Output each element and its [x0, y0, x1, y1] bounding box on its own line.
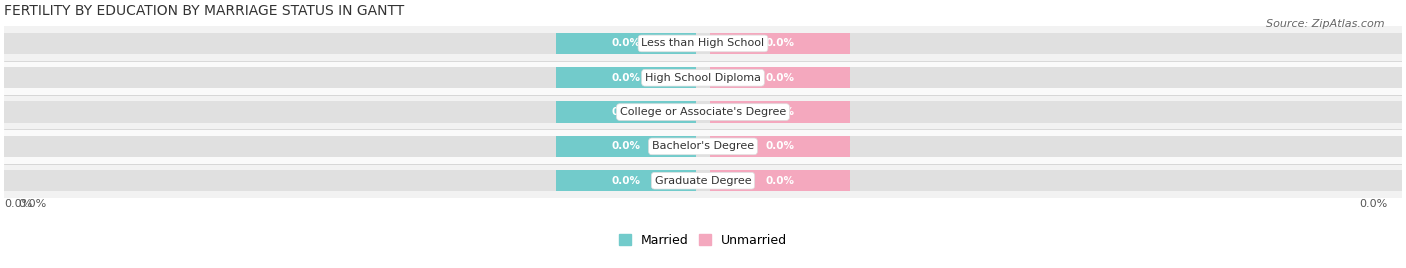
Text: 0.0%: 0.0%	[612, 142, 641, 151]
Text: 0.0%: 0.0%	[765, 73, 794, 83]
Bar	[4, 67, 1402, 88]
Bar	[4, 61, 1402, 95]
Bar	[4, 163, 1402, 198]
Text: 0.0%: 0.0%	[765, 38, 794, 49]
Text: High School Diploma: High School Diploma	[645, 73, 761, 83]
Bar	[557, 170, 696, 191]
Text: 0.0%: 0.0%	[612, 107, 641, 117]
Text: College or Associate's Degree: College or Associate's Degree	[620, 107, 786, 117]
Legend: Married, Unmarried: Married, Unmarried	[613, 229, 793, 252]
Bar	[557, 101, 696, 123]
Text: Less than High School: Less than High School	[641, 38, 765, 49]
Bar	[710, 101, 849, 123]
Text: 0.0%: 0.0%	[4, 199, 32, 209]
Bar	[557, 67, 696, 88]
Bar	[4, 170, 1402, 191]
Text: 0.0%: 0.0%	[18, 199, 46, 209]
Text: 0.0%: 0.0%	[1360, 199, 1388, 209]
Text: Bachelor's Degree: Bachelor's Degree	[652, 142, 754, 151]
Bar	[710, 33, 849, 54]
Bar	[710, 170, 849, 191]
Bar	[710, 136, 849, 157]
Bar	[557, 136, 696, 157]
Text: 0.0%: 0.0%	[765, 176, 794, 186]
Bar	[4, 95, 1402, 129]
Text: 0.0%: 0.0%	[765, 142, 794, 151]
Text: FERTILITY BY EDUCATION BY MARRIAGE STATUS IN GANTT: FERTILITY BY EDUCATION BY MARRIAGE STATU…	[4, 4, 405, 18]
Bar	[4, 26, 1402, 61]
Text: Graduate Degree: Graduate Degree	[655, 176, 751, 186]
Text: Source: ZipAtlas.com: Source: ZipAtlas.com	[1267, 19, 1385, 29]
Bar	[4, 136, 1402, 157]
Text: 0.0%: 0.0%	[612, 38, 641, 49]
Bar	[710, 67, 849, 88]
Text: 0.0%: 0.0%	[765, 107, 794, 117]
Bar	[4, 33, 1402, 54]
Text: 0.0%: 0.0%	[612, 73, 641, 83]
Bar	[4, 129, 1402, 163]
Bar	[557, 33, 696, 54]
Text: 0.0%: 0.0%	[612, 176, 641, 186]
Bar	[4, 101, 1402, 123]
